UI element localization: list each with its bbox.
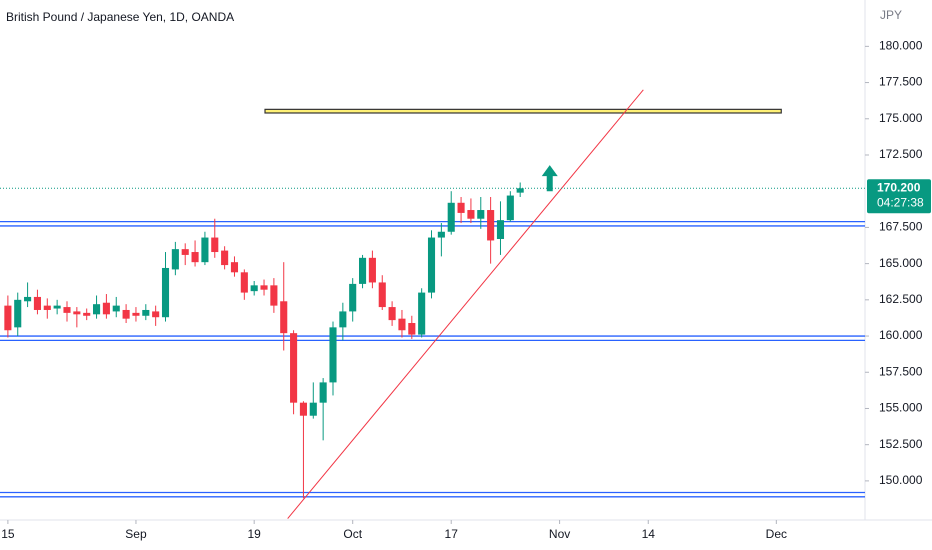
candle-body [230, 262, 239, 273]
chart-title: British Pound / Japanese Yen, 1D, OANDA [6, 10, 234, 24]
y-tick-label: 150.000 [879, 473, 923, 487]
candle-body [250, 285, 258, 292]
y-tick-label: 162.500 [879, 292, 923, 306]
last-price-box [867, 179, 931, 214]
y-tick-label: 180.000 [879, 39, 923, 53]
candle-body [319, 382, 327, 403]
candle-body [408, 323, 416, 335]
candle-body [83, 312, 91, 316]
candle-body [270, 285, 278, 306]
y-tick-label: 172.500 [879, 147, 923, 161]
candle-body [359, 257, 367, 284]
candle-body [240, 272, 248, 293]
y-tick-label: 157.500 [879, 364, 923, 378]
candle-body [496, 220, 505, 239]
candle-body [181, 249, 189, 255]
candle-body [161, 267, 170, 318]
x-tick-label: Nov [549, 527, 570, 541]
candle-body [112, 305, 120, 312]
candle-body [24, 296, 32, 302]
trendline [287, 89, 644, 519]
candle-body [152, 311, 160, 318]
candle-body [516, 188, 524, 193]
candle-body [211, 237, 219, 253]
candle-body [122, 309, 130, 319]
candle-body [427, 237, 436, 293]
candle-body [506, 195, 514, 221]
candle-body [280, 301, 288, 334]
candle-body [171, 249, 179, 270]
candle-body [487, 210, 495, 241]
candle-body [447, 202, 455, 232]
y-tick-label: 177.500 [879, 75, 923, 89]
candle-body [43, 305, 51, 310]
y-tick-label: 175.000 [879, 111, 923, 125]
y-tick-label: 160.000 [879, 328, 923, 342]
candle-body [33, 296, 41, 310]
candle-body [93, 304, 101, 315]
last-price-label: 170.200 [877, 180, 921, 194]
x-tick-label: 17 [445, 527, 459, 541]
y-tick-label: 167.500 [879, 220, 923, 234]
candle-body [73, 311, 81, 315]
up-arrow [541, 165, 558, 192]
candle-body [221, 250, 229, 266]
candle-body [53, 305, 61, 309]
y-tick-label: 155.000 [879, 401, 923, 415]
candle-body [388, 307, 396, 321]
candle-body [477, 210, 485, 219]
candle-body [368, 257, 376, 283]
x-tick-label: 15 [1, 527, 15, 541]
x-tick-label: Dec [766, 527, 787, 541]
candle-body [4, 305, 12, 331]
candle-body [349, 283, 357, 312]
x-tick-label: 14 [642, 527, 656, 541]
candle-body [378, 282, 386, 308]
candle-body [329, 327, 337, 383]
candle-body [398, 318, 406, 331]
candle-body [339, 311, 347, 328]
candle-body [132, 312, 140, 316]
candle-body [191, 252, 199, 263]
candle-body [290, 333, 298, 403]
candle-body [14, 299, 22, 328]
candle-body [260, 285, 268, 290]
candle-body [142, 309, 150, 316]
countdown-label: 04:27:38 [877, 195, 924, 209]
candle-body [418, 292, 426, 335]
x-tick-label: Oct [343, 527, 362, 541]
y-tick-label: 165.000 [879, 256, 923, 270]
resistance-box [264, 108, 782, 114]
candle-body [309, 402, 317, 416]
candle-body [102, 302, 110, 315]
currency-label: JPY [880, 8, 902, 22]
candle-body [201, 237, 209, 263]
y-tick-label: 152.500 [879, 437, 923, 451]
x-tick-label: Sep [125, 527, 147, 541]
candle-body [457, 202, 465, 213]
x-tick-label: 19 [248, 527, 262, 541]
candle-body [467, 210, 475, 219]
candle-body [299, 402, 307, 416]
candle-body [437, 231, 445, 238]
candle-body [63, 307, 71, 313]
